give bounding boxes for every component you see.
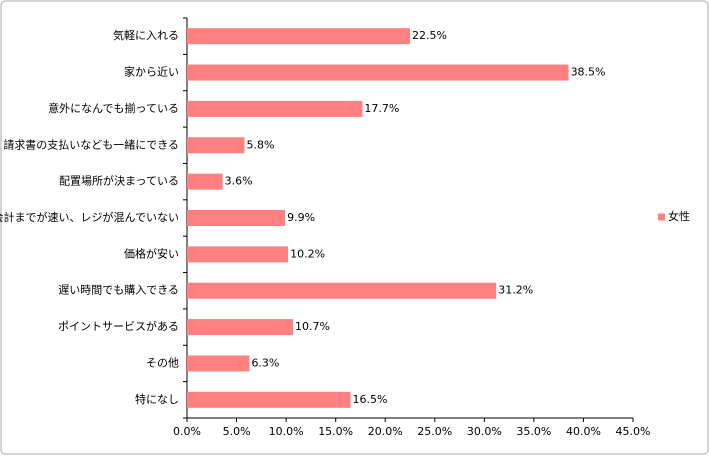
bar bbox=[187, 355, 250, 372]
x-tick-label: 15.0% bbox=[318, 425, 353, 438]
y-tick-label: 特になし bbox=[135, 392, 179, 406]
value-label: 31.2% bbox=[498, 284, 533, 297]
value-label: 38.5% bbox=[571, 66, 606, 79]
y-tick-label: 価格が安い bbox=[124, 246, 179, 260]
x-tick-label: 35.0% bbox=[516, 425, 551, 438]
x-tick-label: 30.0% bbox=[467, 425, 502, 438]
value-label: 5.8% bbox=[246, 138, 274, 151]
value-label: 6.3% bbox=[251, 356, 279, 369]
bar bbox=[187, 137, 245, 154]
value-label: 17.7% bbox=[364, 102, 399, 115]
bar bbox=[187, 246, 289, 263]
x-tick-label: 10.0% bbox=[269, 425, 304, 438]
y-tick-label: 意外になんでも揃っている bbox=[48, 101, 179, 115]
y-tick-label: お会計までが速い、レジが混んでいない bbox=[0, 210, 179, 224]
x-tick-label: 20.0% bbox=[368, 425, 403, 438]
value-label: 22.5% bbox=[412, 29, 447, 42]
value-label: 9.9% bbox=[287, 211, 315, 224]
x-tick-label: 5.0% bbox=[223, 425, 251, 438]
y-tick-label: 気軽に入れる bbox=[113, 28, 179, 42]
x-tick-label: 25.0% bbox=[417, 425, 452, 438]
bar bbox=[187, 173, 223, 190]
bar bbox=[187, 319, 294, 336]
y-tick-label: 遅い時間でも購入できる bbox=[58, 283, 179, 297]
legend-label: 女性 bbox=[668, 209, 690, 223]
value-label: 10.2% bbox=[290, 247, 325, 260]
legend-swatch bbox=[658, 213, 665, 221]
y-tick-label: ポイントサービスがある bbox=[58, 319, 179, 333]
value-label: 3.6% bbox=[225, 175, 253, 188]
x-tick-label: 0.0% bbox=[173, 425, 201, 438]
bar bbox=[187, 28, 410, 45]
y-tick-label: その他 bbox=[146, 356, 179, 369]
x-tick-label: 40.0% bbox=[566, 425, 601, 438]
bar bbox=[187, 391, 351, 408]
bar bbox=[187, 210, 286, 226]
y-tick-label: 請求書の支払いなども一緒にできる bbox=[3, 137, 179, 151]
bar bbox=[187, 100, 363, 117]
y-tick-label: 家から近い bbox=[124, 65, 179, 79]
x-tick-label: 45.0% bbox=[616, 425, 651, 438]
value-label: 10.7% bbox=[295, 320, 330, 333]
y-tick-label: 配置場所が決まっている bbox=[59, 174, 179, 188]
bar bbox=[187, 282, 497, 299]
value-label: 16.5% bbox=[353, 393, 388, 406]
bar bbox=[187, 64, 569, 81]
